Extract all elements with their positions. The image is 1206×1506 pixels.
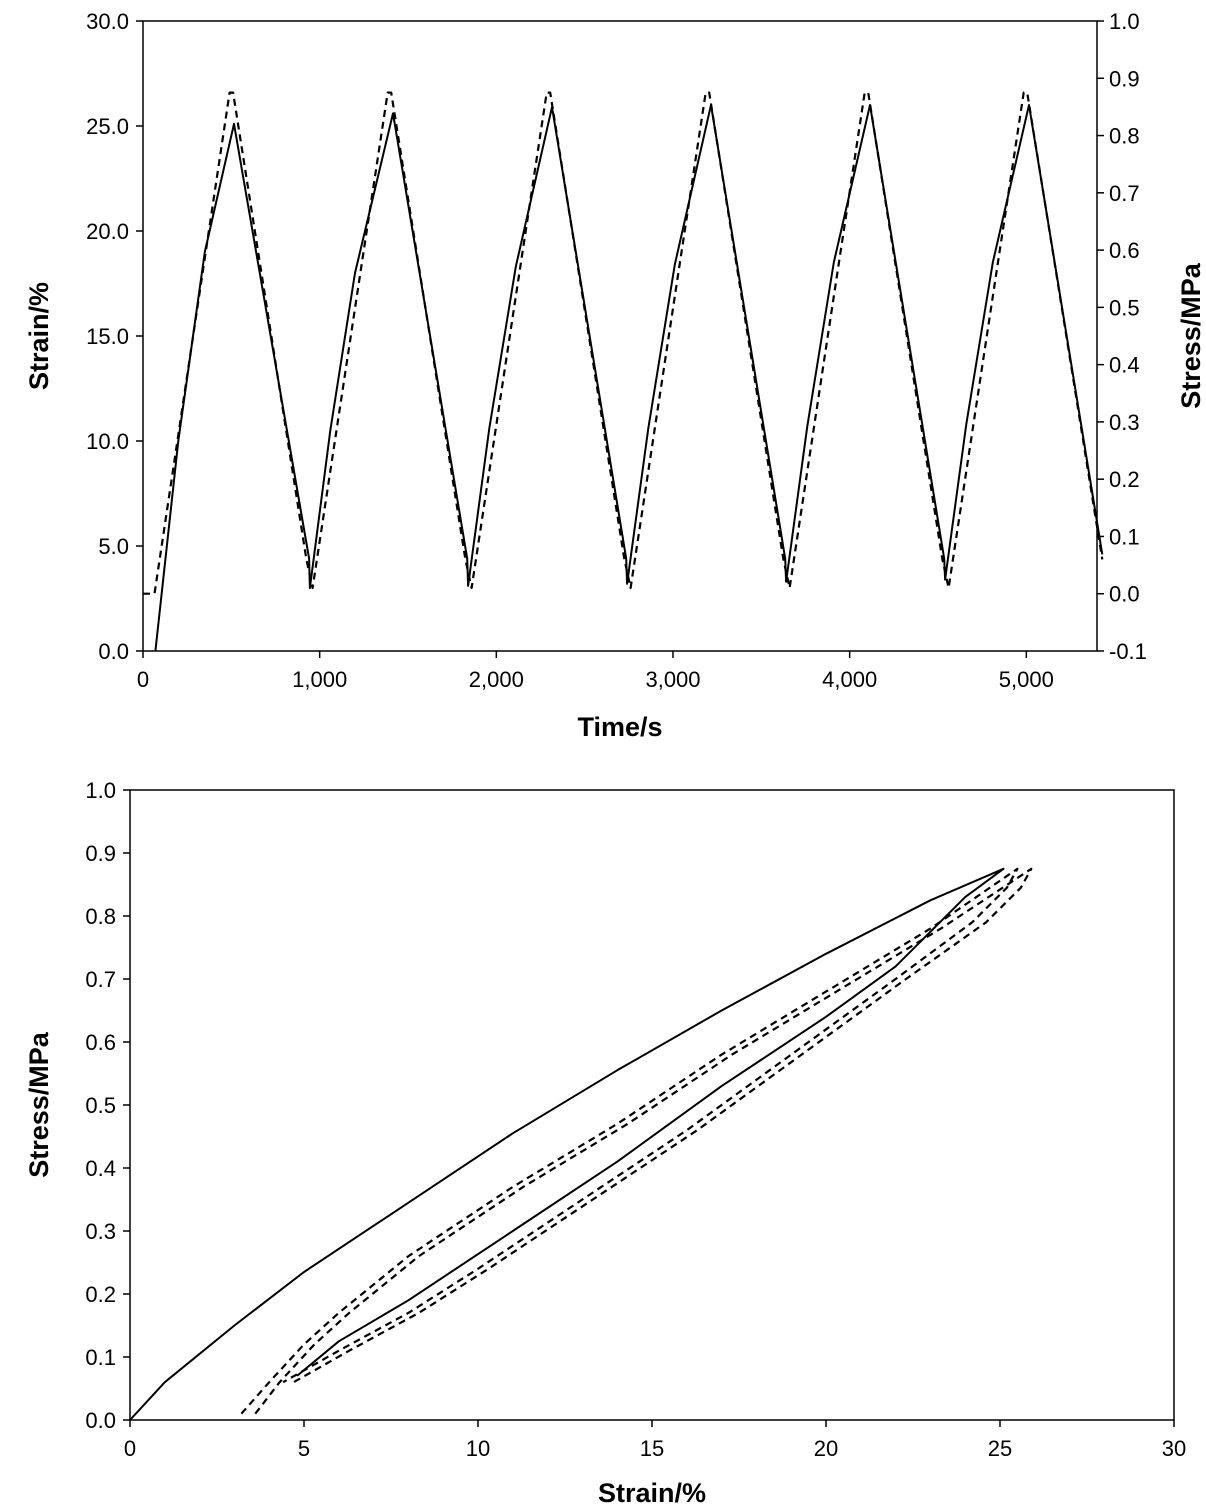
plot-area-frame [129,789,1175,1421]
y-tick-label: 0.1 [85,1345,116,1370]
series-line-1-solid [129,867,1005,1421]
y-tick-label: 0.2 [85,1282,116,1307]
x-tick-label: 1,000 [292,667,347,692]
x-tick-label: 2,000 [469,667,524,692]
y2-tick-label: 0.1 [1109,524,1140,549]
series-group [143,91,1104,652]
series-line-2-dashed [240,867,1019,1415]
x-tick-label: 25 [988,1436,1012,1461]
x-tick-label: 0 [137,667,149,692]
x-axis-title: Time/s [577,712,662,742]
y-tick-label: 0.3 [85,1219,116,1244]
y2-tick-label: 0.0 [1109,582,1140,607]
y2-tick-label: 0.6 [1109,238,1140,263]
x-tick-label: 5,000 [999,667,1054,692]
y-tick-label: 1.0 [85,778,116,803]
y-tick-label: 0.0 [98,639,129,664]
chart-strain-stress-vs-time: 0 1,000 2,000 3,000 4,000 5,000 0.0 5.0 10.0 15.0… [24,9,1206,742]
y2-tick-label: 0.9 [1109,66,1140,91]
x-tick-label: 10 [466,1436,490,1461]
y2-tick-label: 0.8 [1109,124,1140,149]
y-tick-label: 20.0 [86,219,129,244]
y-tick-label: 0.7 [85,967,116,992]
y-tick-label: 0.8 [85,904,116,929]
y-tick-label: 0.9 [85,841,116,866]
y2-tick-label: -0.1 [1109,639,1147,664]
y2-tick-label: 0.7 [1109,181,1140,206]
y2-axis-title: Stress/MPa [1176,262,1206,409]
tick-group: 0 5 10 15 20 25 30 0.0 0.1 0.2 0.3 0.4 0.5 0.6 0.7 0.8 0… [85,778,1186,1461]
x-tick-label: 5 [298,1436,310,1461]
y-tick-label: 0.6 [85,1030,116,1055]
y-tick-label: 0.5 [85,1093,116,1118]
y2-tick-label: 0.4 [1109,353,1140,378]
x-tick-label: 30 [1162,1436,1186,1461]
x-tick-label: 4,000 [822,667,877,692]
x-tick-label: 15 [640,1436,664,1461]
y2-tick-label: 1.0 [1109,9,1140,34]
y2-tick-label: 0.3 [1109,410,1140,435]
x-tick-label: 20 [814,1436,838,1461]
y-tick-label: 10.0 [86,429,129,454]
y2-tick-label: 0.5 [1109,295,1140,320]
y-axis-title: Stress/MPa [24,1031,54,1178]
chart-stress-vs-strain: 0 5 10 15 20 25 30 0.0 0.1 0.2 0.3 0.4 0.5 0.6 0.7 0.8 0… [24,778,1186,1506]
y-tick-label: 5.0 [98,534,129,559]
y-tick-label: 15.0 [86,324,129,349]
series-line-3-dashed [254,867,1033,1415]
y-tick-label: 30.0 [86,9,129,34]
y2-tick-label: 0.2 [1109,467,1140,492]
y-tick-label: 0.0 [85,1408,116,1433]
y-tick-label: 0.4 [85,1156,116,1181]
x-tick-label: 0 [124,1436,136,1461]
x-tick-label: 3,000 [645,667,700,692]
y-axis-title: Strain/% [24,282,54,390]
series-line-2-dashed [143,91,1104,595]
series-line-1-solid [154,104,1104,652]
series-group [129,867,1033,1421]
x-axis-title: Strain/% [598,1478,706,1506]
tick-group: 0 1,000 2,000 3,000 4,000 5,000 0.0 5.0 10.0 15.0… [86,9,1147,692]
y-tick-label: 25.0 [86,114,129,139]
